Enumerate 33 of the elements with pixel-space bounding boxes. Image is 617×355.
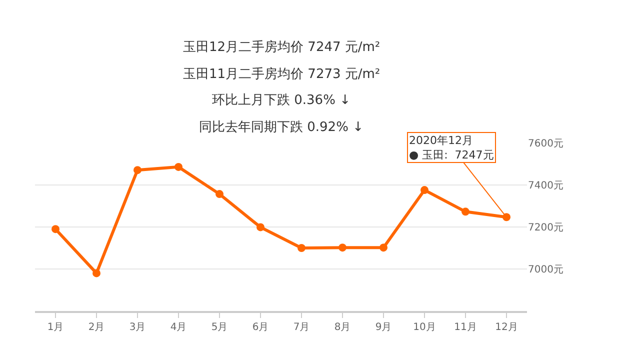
x-tick-label: 8月 bbox=[334, 322, 351, 333]
x-tick-label: 12月 bbox=[495, 322, 518, 333]
x-tick-label: 3月 bbox=[129, 322, 146, 333]
point bbox=[420, 186, 428, 194]
x-tick-label: 1月 bbox=[47, 322, 64, 333]
point bbox=[462, 208, 470, 216]
y-tick-label: 7600元 bbox=[528, 138, 564, 150]
x-tick-label: 4月 bbox=[170, 322, 187, 333]
annotation: 2020年12月 ● 玉田: 7247元 bbox=[409, 134, 494, 162]
text: 环比上月下跌 0.36% ↓ bbox=[212, 93, 350, 108]
x-tick-label: 6月 bbox=[252, 322, 269, 333]
x-tick-label: 9月 bbox=[375, 322, 392, 333]
x-tick-label: 5月 bbox=[211, 322, 228, 333]
x-tick-label: 2月 bbox=[88, 322, 105, 333]
point bbox=[298, 244, 306, 252]
chart-subtitle: 玉田11月二手房均价 7273 元/m² bbox=[183, 66, 380, 82]
point bbox=[338, 244, 346, 252]
point bbox=[174, 162, 182, 171]
y-tick-label: 7400元 bbox=[528, 180, 564, 192]
point bbox=[216, 190, 224, 198]
point bbox=[92, 269, 100, 278]
chart-title: 玉田12月二手房均价 7247 元/m² bbox=[183, 39, 380, 55]
x-tick-label: 11月 bbox=[454, 322, 477, 333]
point bbox=[256, 223, 264, 232]
point bbox=[380, 244, 388, 252]
y-tick-label: 7200元 bbox=[528, 222, 564, 234]
point bbox=[134, 166, 142, 174]
text: 同比去年同期下跌 0.92% ↓ bbox=[199, 120, 364, 135]
x-tick-label: 10月 bbox=[413, 322, 436, 333]
x-tick-label: 7月 bbox=[293, 322, 310, 333]
y-tick-label: 7000元 bbox=[528, 264, 564, 276]
point bbox=[52, 225, 60, 234]
point bbox=[502, 213, 510, 222]
